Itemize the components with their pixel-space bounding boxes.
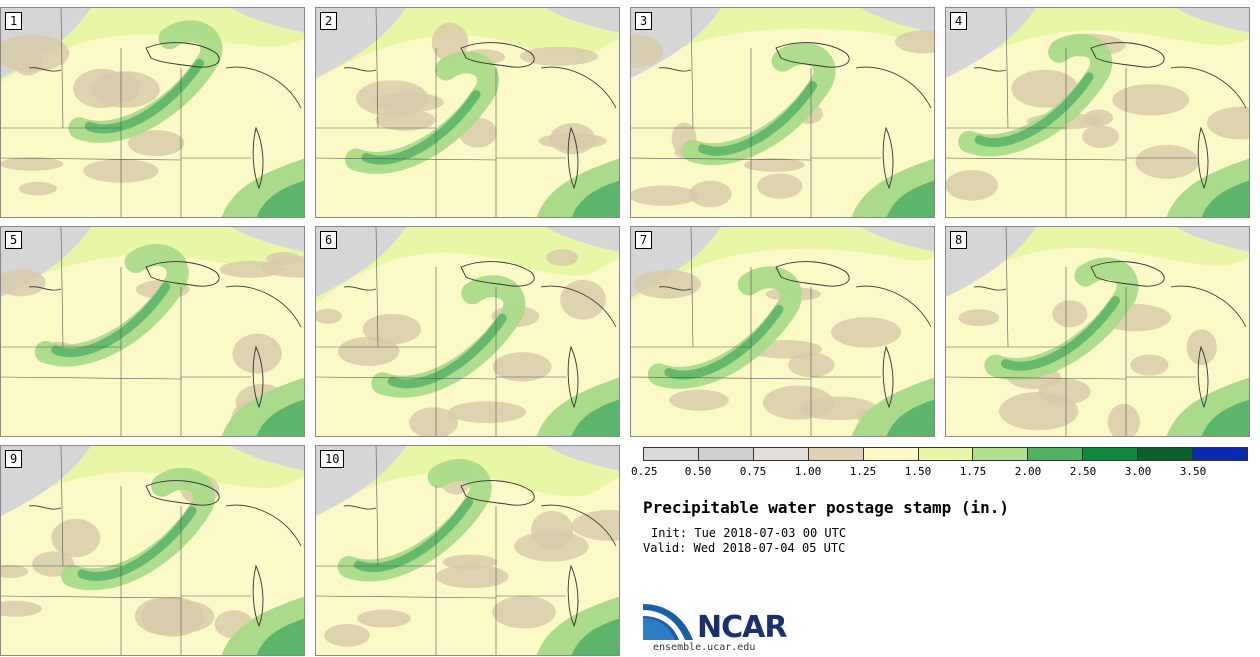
precipitable-water-field [1, 8, 304, 217]
panel-number: 3 [635, 12, 653, 30]
chart-title: Precipitable water postage stamp (in.) [643, 498, 1010, 517]
colorbar-swatch [753, 448, 809, 460]
panel-number: 6 [320, 231, 338, 249]
colorbar-tick-label: 2.50 [1069, 465, 1097, 478]
panel-number: 10 [320, 450, 345, 468]
colorbar-tick-label: 1.50 [904, 465, 932, 478]
colorbar-swatch [698, 448, 754, 460]
valid-value: Wed 2018-07-04 05 UTC [693, 541, 846, 555]
ncar-logo-icon [643, 604, 693, 640]
map-panel-7: 7 [630, 226, 935, 437]
map-panel-2: 2 [315, 7, 620, 218]
colorbar-swatch [973, 448, 1029, 460]
precipitable-water-field [316, 446, 619, 655]
colorbar-swatch [863, 448, 919, 460]
precipitable-water-field [631, 8, 934, 217]
panel-number: 9 [5, 450, 23, 468]
colorbar-swatch [918, 448, 974, 460]
ncar-wordmark: NCAR [697, 610, 787, 645]
colorbar-tick-label: 1.25 [849, 465, 877, 478]
colorbar-tick-label: 1.00 [794, 465, 822, 478]
panel-number: 5 [5, 231, 23, 249]
panel-number: 8 [950, 231, 968, 249]
colorbar-tick-label: 0.75 [739, 465, 767, 478]
precipitable-water-field [1, 227, 304, 436]
colorbar-swatch [1028, 448, 1084, 460]
valid-line: Valid: Wed 2018-07-04 05 UTC [643, 541, 845, 555]
init-line: Init: Tue 2018-07-03 00 UTC [651, 526, 846, 540]
panel-number: 2 [320, 12, 338, 30]
colorbar-tick-label: 0.25 [631, 465, 658, 478]
panel-number: 7 [635, 231, 653, 249]
map-panel-4: 4 [945, 7, 1250, 218]
map-panel-6: 6 [315, 226, 620, 437]
panel-number: 4 [950, 12, 968, 30]
map-panel-1: 1 [0, 7, 305, 218]
colorbar-swatch [808, 448, 864, 460]
colorbar-swatch [1193, 448, 1247, 460]
precipitable-water-field [316, 8, 619, 217]
map-panel-3: 3 [630, 7, 935, 218]
precipitable-water-field [946, 227, 1249, 436]
colorbar-tick-label: 2.00 [1014, 465, 1042, 478]
colorbar-ticks: 0.25 0.50 0.75 1.00 1.25 1.50 1.75 2.00 2.50 3.00… [631, 465, 1248, 481]
map-panel-5: 5 [0, 226, 305, 437]
colorbar-tick-label: 0.50 [684, 465, 712, 478]
colorbar-tick-label: 3.00 [1124, 465, 1152, 478]
init-label: Init: [651, 526, 688, 540]
valid-label: Valid: [643, 541, 687, 555]
colorbar-swatch [1083, 448, 1139, 460]
precipitable-water-field [316, 227, 619, 436]
init-value: Tue 2018-07-03 00 UTC [694, 526, 847, 540]
precipitable-water-field [631, 227, 934, 436]
colorbar-swatch [1138, 448, 1194, 460]
map-panel-10: 10 [315, 445, 620, 656]
colorbar-tick-label: 1.75 [959, 465, 987, 478]
panel-number: 1 [5, 12, 23, 30]
colorbar-swatch [644, 448, 699, 460]
colorbar-tick-label: 3.50 [1179, 465, 1207, 478]
precipitable-water-field [946, 8, 1249, 217]
colorbar [643, 447, 1248, 461]
site-url: ensemble.ucar.edu [653, 642, 756, 653]
map-panel-8: 8 [945, 226, 1250, 437]
precipitable-water-field [1, 446, 304, 655]
map-panel-9: 9 [0, 445, 305, 656]
